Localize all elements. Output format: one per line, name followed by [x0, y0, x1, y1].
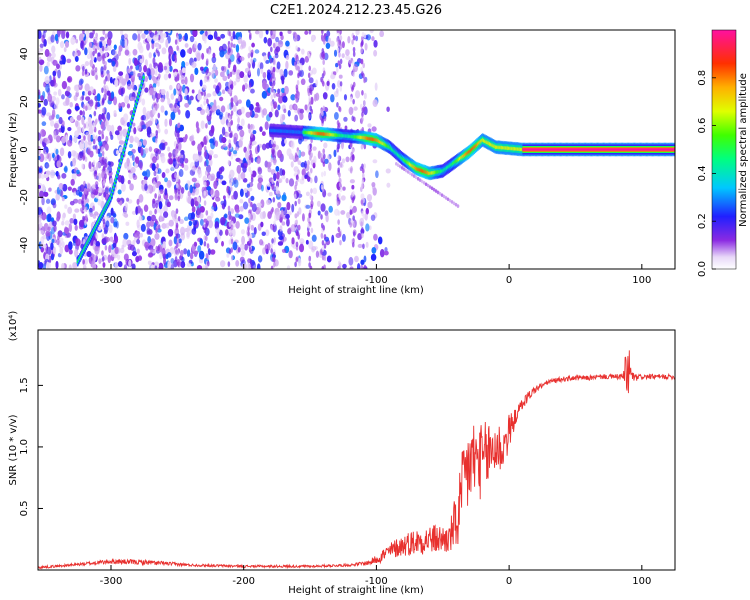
snr-y-multiplier: (x10⁴) — [8, 311, 19, 342]
snr-x-ticks: -300 -200 -100 0 100 — [100, 565, 651, 587]
snr-x-tick-label: -300 — [100, 576, 123, 587]
spectrogram-image — [38, 30, 675, 269]
colorbar-tick-label: 0.2 — [697, 213, 708, 229]
flat-carrier — [522, 144, 675, 155]
snr-x-tick-label: 100 — [632, 576, 651, 587]
spectrogram-x-ticks: -300 -200 -100 0 100 — [100, 264, 651, 286]
snr-y-tick-label: 1.5 — [19, 377, 30, 393]
colorbar-tick-label: 0.0 — [697, 261, 708, 277]
spectrogram-y-tick-label: -20 — [19, 189, 30, 205]
steep-track — [76, 72, 145, 267]
spectrogram-y-tick-label: 40 — [19, 48, 30, 61]
snr-series-line — [38, 350, 675, 570]
snr-x-tick-label: 0 — [506, 576, 512, 587]
colorbar-tick-label: 0.8 — [697, 70, 708, 86]
snr-x-tick-label: -100 — [365, 576, 388, 587]
snr-y-tick-label: 1.0 — [19, 439, 30, 455]
spectrogram-noise — [38, 30, 391, 269]
spectrogram-y-ticks: -40 -20 0 20 40 — [19, 48, 43, 253]
colorbar-tick-label: 0.4 — [697, 165, 708, 181]
snr-frame — [37, 329, 676, 571]
spectrogram-x-tick-label: 100 — [632, 275, 651, 286]
spectrogram-y-tick-label: 0 — [19, 146, 30, 152]
spectrogram-x-tick-label: -300 — [100, 275, 123, 286]
carrier-tail — [395, 162, 460, 208]
spectrogram-y-tick-label: -40 — [19, 237, 30, 253]
spectrogram-x-label: Height of straight line (km) — [288, 285, 424, 296]
spectrogram-x-tick-label: -100 — [365, 275, 388, 286]
snr-y-tick-label: 0.5 — [19, 501, 30, 517]
colorbar: 0.0 0.2 0.4 0.6 0.8 Normalized spectral ampl… — [697, 29, 749, 277]
colorbar-ticks: 0.0 0.2 0.4 0.6 0.8 — [697, 70, 716, 277]
spectrogram-y-label: Frequency (Hz) — [8, 112, 19, 188]
spectrogram-x-tick-label: -200 — [232, 275, 255, 286]
colorbar-label: Normalized spectral amplitude — [738, 73, 749, 227]
snr-x-label: Height of straight line (km) — [288, 585, 424, 596]
snr-y-ticks: 0.5 1.0 1.5 — [19, 377, 43, 516]
snr-x-tick-label: -200 — [232, 576, 255, 587]
colorbar-tick-label: 0.6 — [697, 118, 708, 134]
spectrogram-y-tick-label: 20 — [19, 95, 30, 108]
spectrogram-x-tick-label: 0 — [506, 275, 512, 286]
colorbar-gradient — [711, 29, 737, 270]
chart-title: C2E1.2024.212.23.45.G26 — [270, 3, 442, 18]
snr-y-label: SNR (10 * v/v) — [8, 414, 19, 485]
snr-panel: -300 -200 -100 0 100 0.5 1.0 1.5 Height of str… — [8, 311, 676, 596]
